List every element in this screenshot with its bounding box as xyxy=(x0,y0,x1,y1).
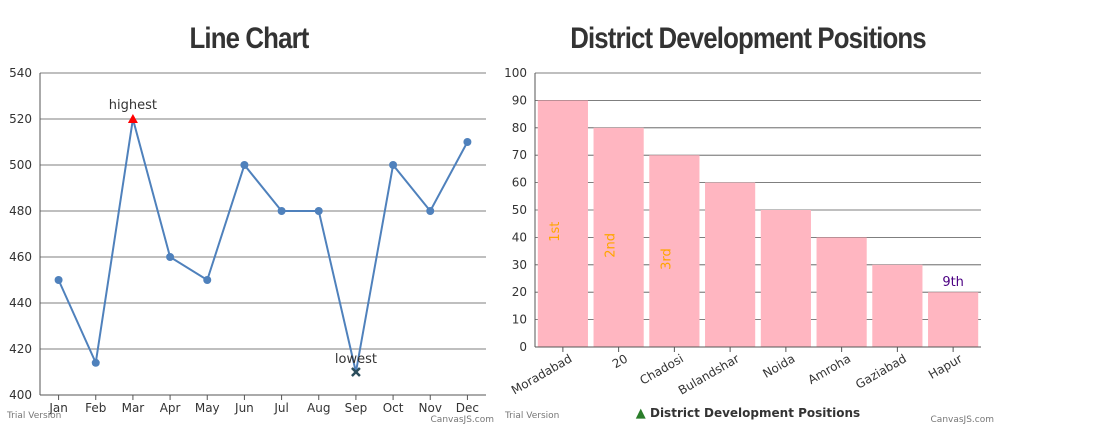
y-tick-label: 440 xyxy=(9,296,32,310)
data-point xyxy=(463,138,472,146)
y-tick-label: 70 xyxy=(512,148,527,162)
bar-label: 2nd xyxy=(604,233,619,258)
data-point xyxy=(203,276,212,284)
x-tick-label: Chadosi xyxy=(637,351,685,387)
bar xyxy=(649,155,700,347)
x-tick-label: Jun xyxy=(234,401,254,415)
line-chart-title: Line Chart xyxy=(189,22,309,55)
y-tick-label: 0 xyxy=(519,340,527,354)
x-tick-label: Amroha xyxy=(806,351,854,387)
canvasjs-credit[interactable]: CanvasJS.com xyxy=(930,415,994,425)
bar xyxy=(705,182,756,347)
x-tick-label: Jul xyxy=(273,401,288,415)
x-tick-label: Feb xyxy=(85,401,106,415)
data-point-lowest xyxy=(351,367,361,377)
x-tick-label: Gaziabad xyxy=(853,351,909,391)
y-tick-label: 90 xyxy=(512,93,527,107)
bar-label: 9th xyxy=(942,275,964,290)
bar-chart: District Development Positions 0 10 20 30 40… xyxy=(498,0,998,432)
bar-chart-title: District Development Positions xyxy=(570,22,926,55)
x-tick-label: Hapur xyxy=(926,351,965,381)
bar-chart-legend[interactable]: ▲ District Development Positions xyxy=(498,406,998,421)
legend-label: District Development Positions xyxy=(649,406,861,420)
data-line xyxy=(57,118,469,373)
bar-label: 1st xyxy=(548,222,563,242)
line-chart: Line Chart 400 420 440 460 480 500 520 540 Jan Fe… xyxy=(0,0,498,432)
annotation-highest: highest xyxy=(109,98,157,113)
x-tick-label: May xyxy=(195,401,220,415)
x-tick-label: Sep xyxy=(345,401,368,415)
y-tick-label: 100 xyxy=(504,66,527,80)
canvasjs-credit[interactable]: CanvasJS.com xyxy=(430,415,494,425)
bar xyxy=(872,264,923,347)
y-tick-label: 520 xyxy=(9,112,32,126)
bar xyxy=(593,127,644,347)
annotation-lowest: lowest xyxy=(335,352,377,367)
bar-label: 3rd xyxy=(659,248,674,270)
bar xyxy=(760,210,811,347)
y-tick-label: 80 xyxy=(512,121,527,135)
bar-chart-plot: 0 10 20 30 40 50 60 70 80 90 100 Moradabad 20 Chadosi… xyxy=(504,66,981,398)
bar xyxy=(816,237,867,347)
cross-icon xyxy=(351,367,361,377)
y-tick-label: 40 xyxy=(512,230,527,244)
x-tick-label: Mar xyxy=(122,401,145,415)
y-tick-label: 60 xyxy=(512,176,527,190)
data-point xyxy=(426,207,435,215)
y-tick-label: 50 xyxy=(512,203,527,217)
trial-version-credit: Trial Version xyxy=(7,411,62,421)
data-point xyxy=(54,276,63,284)
x-tick-label: 20 xyxy=(610,351,630,371)
x-tick-label: Aug xyxy=(307,401,330,415)
y-tick-label: 400 xyxy=(9,388,32,402)
y-tick-label: 420 xyxy=(9,342,32,356)
x-tick-label: Dec xyxy=(456,401,479,415)
y-tick-label: 30 xyxy=(512,258,527,272)
data-point xyxy=(240,161,249,169)
data-point xyxy=(277,207,286,215)
y-tick-label: 10 xyxy=(512,313,527,327)
y-tick-label: 540 xyxy=(9,66,32,80)
x-tick-label: Noida xyxy=(760,351,797,380)
data-point xyxy=(314,207,323,215)
x-tick-label: Moradabad xyxy=(509,351,574,397)
x-tick-label: Apr xyxy=(160,401,181,415)
line-chart-plot: 400 420 440 460 480 500 520 540 Jan Feb Mar Apr May J… xyxy=(9,66,486,415)
data-point-highest xyxy=(127,114,138,123)
data-point xyxy=(91,358,100,367)
x-tick-label: Oct xyxy=(383,401,404,415)
bar xyxy=(928,292,979,347)
legend-triangle-icon: ▲ xyxy=(635,406,646,421)
x-tick-label: Bulandshar xyxy=(676,351,742,397)
trial-version-credit: Trial Version xyxy=(505,411,560,421)
y-tick-label: 480 xyxy=(9,204,32,218)
y-tick-label: 500 xyxy=(9,158,32,172)
x-tick-label: Nov xyxy=(419,401,442,415)
data-point xyxy=(166,253,175,261)
data-point xyxy=(389,161,398,169)
x-tick-label: Jan xyxy=(48,401,68,415)
y-tick-label: 20 xyxy=(512,285,527,299)
y-tick-label: 460 xyxy=(9,250,32,264)
bar xyxy=(537,100,588,348)
